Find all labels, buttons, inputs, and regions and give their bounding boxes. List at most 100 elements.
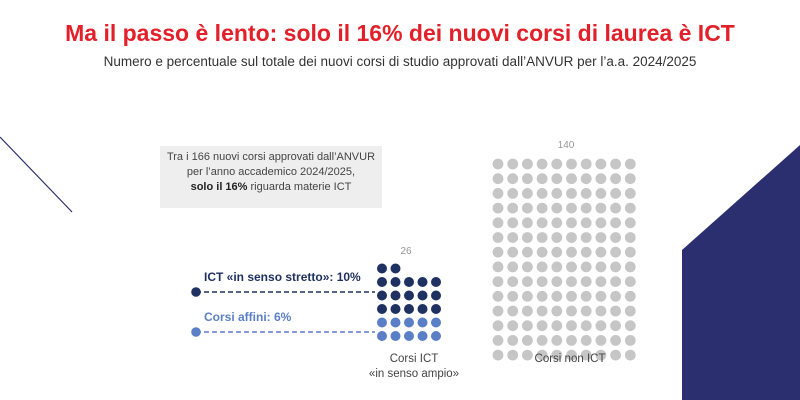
waffle-dot-non-ict [522,290,533,302]
waffle-dot-non-ict [580,246,592,258]
waffle-dot-non-ict [507,320,519,332]
waffle-dot-non-ict [551,217,563,229]
waffle-dot-non-ict [624,349,636,361]
waffle-dot-non-ict [551,349,563,361]
waffle-dot-non-ict [522,188,533,199]
waffle-dot-non-ict [507,246,519,258]
waffle-dot-non-ict [580,202,592,214]
waffle-dot-non-ict [595,188,607,199]
waffle-dot-non-ict [522,217,533,229]
waffle-dot-affini [404,331,414,341]
waffle-dot-non-ict [566,305,577,317]
waffle-dot-non-ict [610,246,621,258]
waffle-dot-non-ict [595,232,607,243]
waffle-dot-non-ict [580,158,592,170]
waffle-dot-non-ict [492,320,504,332]
waffle-dot-ict-strict [417,290,428,301]
waffle-dot-non-ict [580,188,592,199]
waffle-dot-non-ict [536,320,548,332]
waffle-dot-non-ict [522,305,533,317]
waffle-dot-non-ict [536,276,548,287]
waffle-dot-non-ict [507,290,519,302]
waffle-dot-non-ict [551,320,563,332]
waffle-dot-non-ict [522,158,533,170]
waffle-dot-non-ict [580,276,592,287]
waffle-dot-non-ict [492,188,504,199]
waffle-dot-ict-strict [377,263,387,274]
waffle-dot-non-ict [624,246,636,258]
waffle-dot-non-ict [492,349,504,361]
waffle-dot-ict-strict [417,277,428,287]
waffle-dot-affini [404,317,414,328]
waffle-dot-non-ict [624,261,636,273]
waffle-dot-affini [377,331,387,341]
waffle-dot-non-ict [492,173,504,185]
waffle-dot-non-ict [580,232,592,243]
waffle-dot-non-ict [610,217,621,229]
waffle-dot-non-ict [551,173,563,185]
waffle-dot-non-ict [610,276,621,287]
waffle-dot-non-ict [507,305,519,317]
waffle-dot-non-ict [580,349,592,361]
waffle-dot-ict-strict [404,304,414,314]
waffle-dot-non-ict [507,261,519,273]
waffle-dot-non-ict [610,349,621,361]
waffle-dot-non-ict [580,261,592,273]
waffle-dot-non-ict [522,276,533,287]
waffle-dot-non-ict [551,232,563,243]
waffle-dot-non-ict [610,158,621,170]
waffle-dot-non-ict [551,188,563,199]
legend-marker-affini [191,327,201,337]
waffle-dot-non-ict [492,261,504,273]
waffle-dot-non-ict [610,202,621,214]
page-subtitle: Numero e percentuale sul totale dei nuov… [103,54,697,69]
waffle-dot-non-ict [595,335,607,346]
waffle-dot-non-ict [624,320,636,332]
callout-line-3: solo il 16% riguarda materie ICT [160,180,382,195]
waffle-dot-non-ict [536,335,548,346]
waffle-dot-non-ict [595,173,607,185]
waffle-dot-non-ict [522,246,533,258]
waffle-dot-non-ict [624,158,636,170]
waffle-dot-non-ict [522,320,533,332]
waffle-dot-non-ict [536,232,548,243]
waffle-dot-non-ict [492,276,504,287]
waffle-dot-non-ict [566,349,577,361]
category-label-ict-line-1: Corsi ICT [389,353,439,365]
waffle-dot-non-ict [580,320,592,332]
waffle-dot-ict-strict [390,263,401,274]
waffle-dot-non-ict [507,217,519,229]
waffle-dot-non-ict [507,232,519,243]
waffle-dot-non-ict [624,276,636,287]
legend-label-affini: Corsi affini: 6% [204,310,292,324]
waffle-dot-non-ict [595,246,607,258]
waffle-dot-non-ict [566,335,577,346]
waffle-dot-non-ict [566,246,577,258]
waffle-dot-non-ict [536,173,548,185]
waffle-dot-non-ict [536,158,548,170]
count-label-ict: 26 [400,246,412,257]
waffle-dot-non-ict [566,320,577,332]
callout-box: Tra i 166 nuovi corsi approvati dall’ANV… [160,146,382,208]
decorative-navy-triangle [682,145,800,400]
waffle-dot-non-ict [507,349,519,361]
waffle-dot-non-ict [551,276,563,287]
waffle-dot-non-ict [492,246,504,258]
waffle-dot-non-ict [507,158,519,170]
category-label-ict-line-2: «in senso ampio» [368,368,460,380]
waffle-dot-non-ict [624,232,636,243]
waffle-dot-ict-strict [377,290,387,301]
category-label-ict: Corsi ICT «in senso ampio» [352,352,476,382]
callout-highlight: solo il 16% [190,181,248,193]
waffle-dot-ict-strict [431,277,441,287]
waffle-dot-non-ict [507,335,519,346]
waffle-dot-non-ict [610,305,621,317]
waffle-dot-non-ict [595,305,607,317]
waffle-dot-non-ict [536,349,548,361]
waffle-dot-non-ict [566,173,577,185]
waffle-dot-ict-strict [390,277,401,287]
waffle-dot-ict-strict [390,304,401,314]
waffle-dot-non-ict [492,202,504,214]
